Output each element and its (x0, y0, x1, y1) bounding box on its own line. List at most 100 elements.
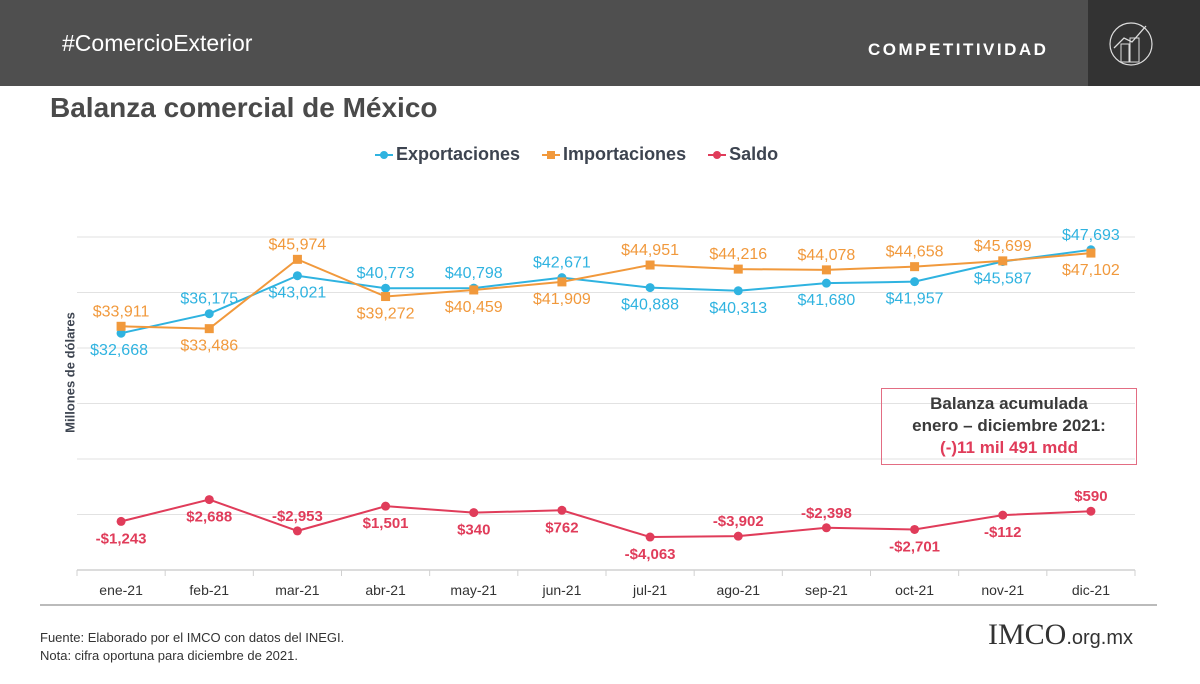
legend-label: Saldo (729, 144, 779, 164)
data-label-saldo: $2,688 (186, 509, 232, 526)
x-tick-label: nov-21 (981, 582, 1024, 598)
data-label-importaciones: $41,909 (533, 291, 591, 308)
data-point-saldo (292, 526, 302, 536)
data-point-importaciones (821, 265, 831, 275)
data-point-saldo (733, 531, 743, 541)
series-line-exportaciones (120, 248, 1092, 335)
data-label-exportaciones: $41,957 (886, 291, 944, 308)
data-label-saldo: -$2,398 (801, 505, 852, 522)
data-point-saldo (1086, 506, 1096, 516)
footer-notes: Fuente: Elaborado por el IMCO con datos … (40, 629, 344, 665)
data-point-saldo (381, 501, 391, 511)
data-point-importaciones (910, 262, 920, 272)
data-label-exportaciones: $41,680 (797, 292, 855, 309)
data-point-exportaciones (116, 328, 126, 338)
data-point-importaciones (469, 285, 479, 295)
data-point-saldo (204, 495, 214, 505)
data-point-exportaciones (204, 309, 214, 319)
annotation-box: Balanza acumulada enero – diciembre 2021… (881, 388, 1137, 465)
data-label-saldo: -$2,701 (889, 538, 940, 555)
data-label-exportaciones: $47,693 (1062, 227, 1120, 244)
legend-exportaciones: Exportaciones (375, 144, 520, 165)
logo-text: IMCO (988, 618, 1067, 651)
data-point-importaciones (998, 256, 1008, 266)
data-label-saldo: -$4,063 (625, 546, 676, 563)
series-line-importaciones (121, 252, 1092, 330)
data-point-exportaciones (292, 271, 302, 281)
data-label-exportaciones: $40,773 (357, 265, 415, 282)
data-point-saldo (469, 508, 479, 518)
annotation-line: Balanza acumulada (930, 394, 1088, 413)
data-point-exportaciones (733, 286, 743, 296)
x-tick-label: may-21 (450, 582, 497, 598)
data-label-importaciones: $47,102 (1062, 262, 1120, 279)
data-point-importaciones (381, 292, 391, 302)
note: Nota: cifra oportuna para diciembre de 2… (40, 648, 298, 663)
data-label-saldo: -$3,902 (713, 513, 764, 530)
data-label-saldo: $340 (457, 522, 490, 539)
x-tick-label: ago-21 (716, 582, 760, 598)
data-point-importaciones (292, 254, 302, 264)
data-label-saldo: $590 (1074, 488, 1107, 505)
data-point-importaciones (204, 324, 214, 334)
data-label-exportaciones: $40,888 (621, 297, 679, 314)
x-tick-label: oct-21 (895, 582, 934, 598)
data-label-importaciones: $40,459 (445, 299, 503, 316)
logo-domain: .org.mx (1066, 627, 1134, 649)
data-point-saldo (557, 505, 567, 515)
legend-importaciones: Importaciones (542, 144, 686, 165)
source-note: Fuente: Elaborado por el IMCO con datos … (40, 630, 345, 645)
x-tick-label: ene-21 (99, 582, 143, 598)
data-label-importaciones: $44,216 (709, 246, 767, 263)
section-logo (1088, 0, 1200, 86)
x-tick-label: jul-21 (632, 582, 667, 598)
data-label-importaciones: $44,658 (886, 244, 944, 261)
chart-building-circle-icon (1109, 22, 1153, 66)
x-tick-label: dic-21 (1072, 582, 1110, 598)
x-tick-label: abr-21 (365, 582, 406, 598)
annotation-value: (-)11 mil 491 mdd (940, 438, 1078, 457)
data-point-saldo (910, 524, 920, 534)
data-point-exportaciones (645, 283, 655, 293)
hashtag: #ComercioExterior (62, 30, 253, 56)
x-tick-label: jun-21 (541, 582, 581, 598)
imco-logo: IMCO.org.mx (988, 618, 1133, 652)
data-label-saldo: $762 (545, 519, 578, 536)
data-label-exportaciones: $32,668 (90, 342, 148, 359)
data-label-exportaciones: $45,587 (974, 270, 1032, 287)
data-point-exportaciones (381, 283, 391, 293)
divider (40, 604, 1157, 606)
series-line-saldo (120, 498, 1091, 539)
data-label-saldo: -$2,953 (272, 508, 323, 525)
data-point-importaciones (645, 260, 655, 270)
data-label-exportaciones: $42,671 (533, 255, 591, 272)
legend-label: Exportaciones (396, 144, 521, 164)
data-point-saldo (116, 516, 126, 526)
data-label-exportaciones: $40,313 (709, 300, 767, 317)
header-bar: #ComercioExterior COMPETITIVIDAD (0, 0, 1200, 86)
data-label-importaciones: $44,078 (797, 247, 855, 264)
data-point-importaciones (733, 264, 743, 274)
legend: Exportaciones Importaciones Saldo (375, 144, 778, 165)
legend-label: Importaciones (563, 144, 687, 164)
data-point-saldo (645, 532, 655, 542)
data-label-exportaciones: $40,798 (445, 265, 503, 282)
data-label-exportaciones: $43,021 (268, 285, 326, 302)
x-tick-label: feb-21 (189, 582, 229, 598)
data-label-importaciones: $33,911 (93, 303, 150, 320)
data-label-saldo: $1,501 (363, 515, 409, 532)
data-label-exportaciones: $36,175 (180, 291, 238, 308)
data-point-exportaciones (821, 278, 831, 288)
data-label-saldo: -$1,243 (96, 530, 147, 547)
x-tick-label: mar-21 (275, 582, 320, 598)
annotation-line: enero – diciembre 2021: (912, 416, 1106, 435)
data-point-saldo (998, 510, 1008, 520)
data-label-importaciones: $44,951 (621, 242, 679, 259)
data-label-importaciones: $33,486 (180, 338, 238, 355)
chart-title: Balanza comercial de México (50, 92, 438, 123)
data-label-importaciones: $45,974 (268, 236, 326, 253)
data-label-saldo: -$112 (984, 524, 1022, 541)
legend-saldo: Saldo (708, 144, 778, 165)
x-tick-label: sep-21 (805, 582, 848, 598)
